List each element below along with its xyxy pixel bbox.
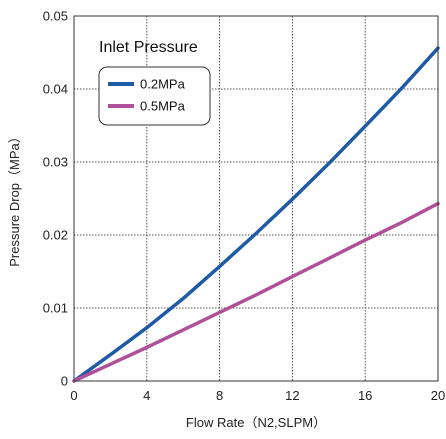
y-tick-label: 0.05: [43, 9, 68, 24]
x-axis-title: Flow Rate（N2,SLPM）: [186, 415, 326, 430]
series-lines: [72, 46, 440, 383]
legend: 0.2MPa 0.5MPa: [98, 66, 211, 126]
x-tick-label: 8: [216, 388, 223, 403]
x-tick-label: 4: [143, 388, 150, 403]
y-tick-labels: 0 0.01 0.02 0.03 0.04 0.05: [43, 9, 68, 389]
x-tick-label: 16: [358, 388, 372, 403]
y-tick-label: 0.04: [43, 82, 68, 97]
x-tick-label: 12: [285, 388, 299, 403]
y-tick-label: 0.03: [43, 155, 68, 170]
legend-box: [98, 66, 211, 126]
legend-title: Inlet Pressure: [99, 39, 198, 56]
legend-label: 0.2MPa: [140, 77, 186, 92]
y-axis-title: Pressure Drop（MPa）: [7, 130, 22, 267]
plot-frame: [73, 15, 439, 382]
y-tick-label: 0: [61, 374, 68, 389]
series-line-1: [72, 46, 440, 383]
legend-label: 0.5MPa: [140, 99, 186, 114]
y-tick-label: 0.02: [43, 228, 68, 243]
x-tick-labels: 0 4 8 12 16 20: [70, 388, 445, 403]
series-line-2: [72, 201, 440, 383]
x-tick-label: 20: [431, 388, 445, 403]
y-tick-label: 0.01: [43, 301, 68, 316]
x-tick-label: 0: [70, 388, 77, 403]
